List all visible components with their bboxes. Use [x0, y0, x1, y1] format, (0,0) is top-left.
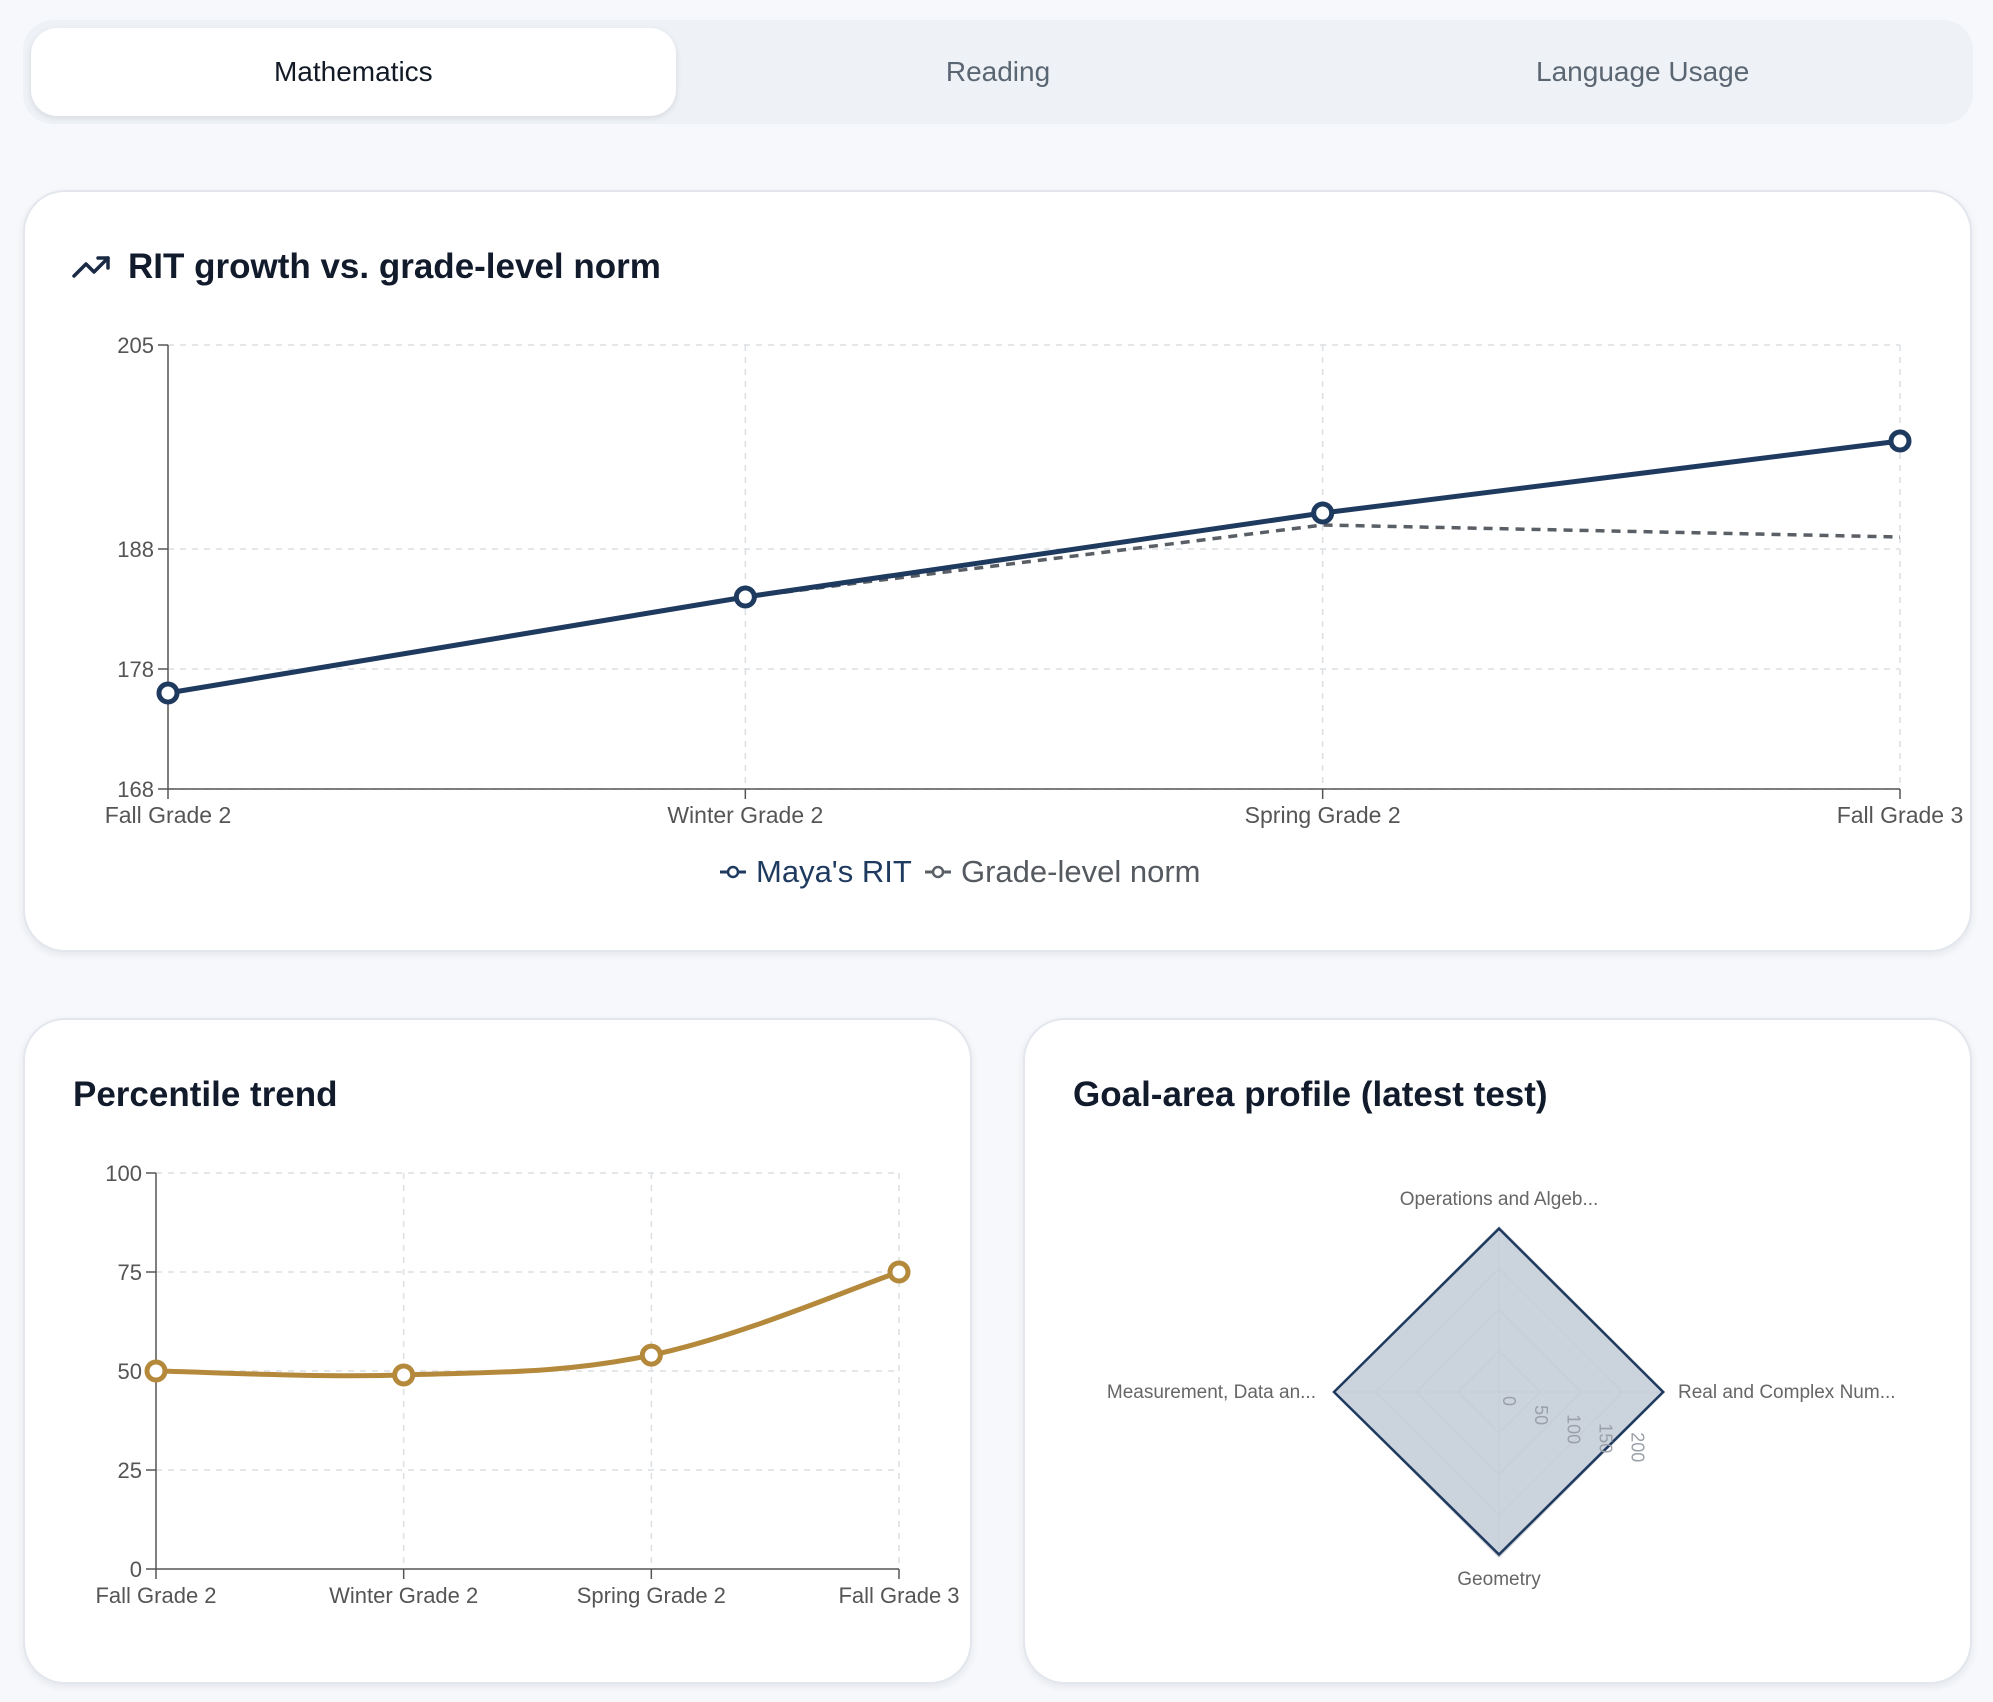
goal-area-card: Goal-area profile (latest test) 0 50 100 15…: [1023, 1018, 1972, 1684]
rit-card-title: RIT growth vs. grade-level norm: [72, 247, 661, 287]
y-tick-label: 0: [130, 1557, 142, 1582]
percentile-card-title: Percentile trend: [73, 1075, 338, 1114]
goal-card-title: Goal-area profile (latest test): [1073, 1075, 1548, 1114]
y-tick-label: 188: [117, 537, 154, 562]
y-tick-label: 205: [117, 333, 154, 358]
x-tick-label: Winter Grade 2: [329, 1583, 478, 1608]
goal-area-radar-chart: 0 50 100 150 200 Operations and Algeb... Real …: [1107, 1189, 1896, 1590]
rit-point: [156, 681, 180, 705]
legend-marker-rit: [726, 865, 740, 879]
radar-tick-label: 150: [1596, 1423, 1616, 1453]
x-tick-label: Fall Grade 3: [838, 1583, 959, 1608]
percentile-point: [639, 1343, 663, 1367]
rit-legend: Maya's RIT Grade-level norm: [720, 854, 1200, 889]
x-tick-label: Fall Grade 2: [105, 802, 232, 828]
radar-axis-label: Operations and Algeb...: [1400, 1189, 1599, 1210]
radar-tick-label: 200: [1628, 1432, 1648, 1462]
y-tick-label: 75: [118, 1260, 142, 1285]
legend-label-norm: Grade-level norm: [961, 854, 1200, 889]
x-tick-label: Fall Grade 2: [95, 1583, 216, 1608]
subject-tabs: Mathematics Reading Language Usage: [23, 20, 1973, 124]
trending-up-icon: [72, 256, 110, 278]
x-tick-label: Fall Grade 3: [1837, 802, 1964, 828]
rit-card-title-text: RIT growth vs. grade-level norm: [128, 247, 661, 286]
legend-label-rit: Maya's RIT: [756, 854, 912, 889]
rit-growth-card: RIT growth vs. grade-level norm 205 188 17…: [23, 190, 1972, 952]
rit-point: [1888, 429, 1912, 453]
percentile-series-line: [155, 1269, 900, 1379]
x-tick-label: Winter Grade 2: [667, 802, 823, 828]
rit-point: [733, 585, 757, 609]
percentile-point: [392, 1363, 416, 1387]
y-tick-label: 168: [117, 777, 154, 802]
y-tick-label: 50: [118, 1359, 142, 1384]
percentile-point: [144, 1359, 168, 1383]
y-tick-label: 25: [118, 1458, 142, 1483]
norm-series-line: [167, 523, 1901, 695]
radar-axis-label: Geometry: [1457, 1569, 1541, 1590]
percentile-point: [887, 1260, 911, 1284]
radar-tick-label: 50: [1531, 1405, 1551, 1425]
tab-reading[interactable]: Reading: [945, 56, 1051, 87]
rit-point: [1311, 501, 1335, 525]
tab-mathematics[interactable]: Mathematics: [31, 28, 676, 116]
rit-series-line: [167, 438, 1901, 696]
x-tick-label: Spring Grade 2: [1245, 802, 1401, 828]
percentile-trend-card: Percentile trend 100 75 50 25 0 Fall Grade 2 W…: [23, 1018, 972, 1684]
radar-axis-label: Real and Complex Num...: [1678, 1382, 1896, 1403]
x-tick-label: Spring Grade 2: [577, 1583, 726, 1608]
radar-tick-label: 0: [1499, 1396, 1519, 1406]
radar-tick-label: 100: [1563, 1414, 1583, 1444]
y-tick-label: 100: [105, 1161, 142, 1186]
legend-marker-norm: [931, 865, 945, 879]
tab-language-usage[interactable]: Language Usage: [1536, 56, 1750, 87]
radar-data-area: [1332, 1226, 1665, 1557]
y-tick-label: 178: [117, 657, 154, 682]
radar-axis-label: Measurement, Data an...: [1107, 1382, 1316, 1403]
